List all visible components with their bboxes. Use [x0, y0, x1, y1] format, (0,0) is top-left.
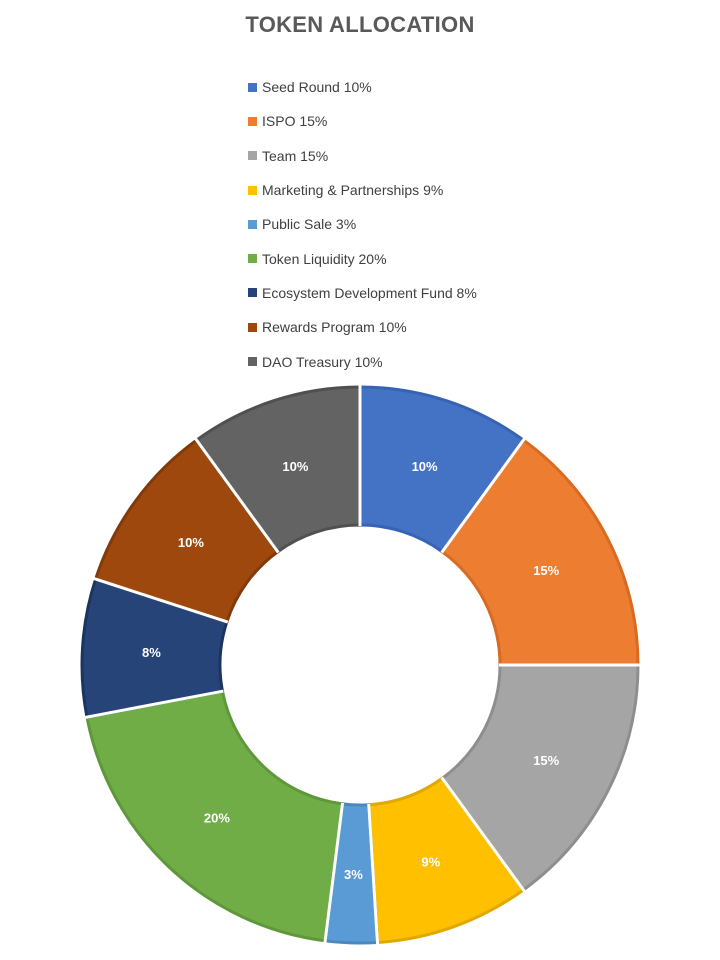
donut-slice	[85, 689, 345, 943]
legend-swatch	[248, 116, 257, 126]
slice-data-label: 10%	[178, 535, 204, 550]
legend-label: Token Liquidity 20%	[262, 250, 387, 267]
legend-item: Marketing & Partnerships 9%	[248, 173, 477, 207]
legend-label: DAO Treasury 10%	[262, 353, 383, 370]
legend-label: Public Sale 3%	[262, 216, 357, 233]
donut-slice	[440, 437, 640, 667]
legend-label: Seed Round 10%	[262, 79, 372, 96]
legend: Seed Round 10% ISPO 15% Team 15% Marketing …	[248, 70, 477, 379]
slice-separator	[440, 776, 526, 893]
slice-data-label: 20%	[204, 810, 230, 825]
slice-separator	[323, 802, 345, 943]
legend-item: ISPO 15%	[248, 104, 477, 138]
slice-data-label: 8%	[142, 645, 161, 660]
chart-title: TOKEN ALLOCATION	[245, 12, 475, 37]
legend-item: Public Sale 3%	[248, 207, 477, 241]
legend-item: DAO Treasury 10%	[248, 344, 477, 378]
slice-separator	[367, 803, 380, 945]
legend-label: Team 15%	[262, 147, 329, 164]
legend-swatch	[248, 219, 257, 229]
legend-item: Team 15%	[248, 139, 477, 173]
legend-item: Seed Round 10%	[248, 70, 477, 104]
legend-swatch	[248, 322, 257, 332]
slice-data-label: 3%	[344, 867, 363, 882]
legend-swatch	[248, 82, 257, 92]
legend-label: Marketing & Partnerships 9%	[262, 182, 444, 199]
slice-data-label: 15%	[533, 563, 559, 578]
legend-swatch	[248, 185, 257, 195]
legend-swatch	[248, 151, 257, 161]
legend-item: Token Liquidity 20%	[248, 241, 477, 275]
donut-slice	[440, 663, 640, 893]
legend-item: Rewards Program 10%	[248, 310, 477, 344]
slice-data-label: 15%	[533, 753, 559, 768]
slice-separator	[84, 689, 224, 719]
slice-separator	[93, 577, 229, 624]
legend-label: ISPO 15%	[262, 113, 328, 130]
legend-swatch	[248, 288, 257, 298]
slice-data-label: 10%	[282, 459, 308, 474]
slice-data-label: 10%	[412, 459, 438, 474]
slice-separator	[440, 437, 526, 554]
legend-label: Rewards Program 10%	[262, 319, 407, 336]
slice-separator	[194, 437, 280, 554]
legend-item: Ecosystem Development Fund 8%	[248, 276, 477, 310]
legend-label: Ecosystem Development Fund 8%	[262, 284, 477, 301]
legend-swatch	[248, 357, 257, 367]
legend-swatch	[248, 254, 257, 264]
slice-data-label: 9%	[421, 855, 440, 870]
